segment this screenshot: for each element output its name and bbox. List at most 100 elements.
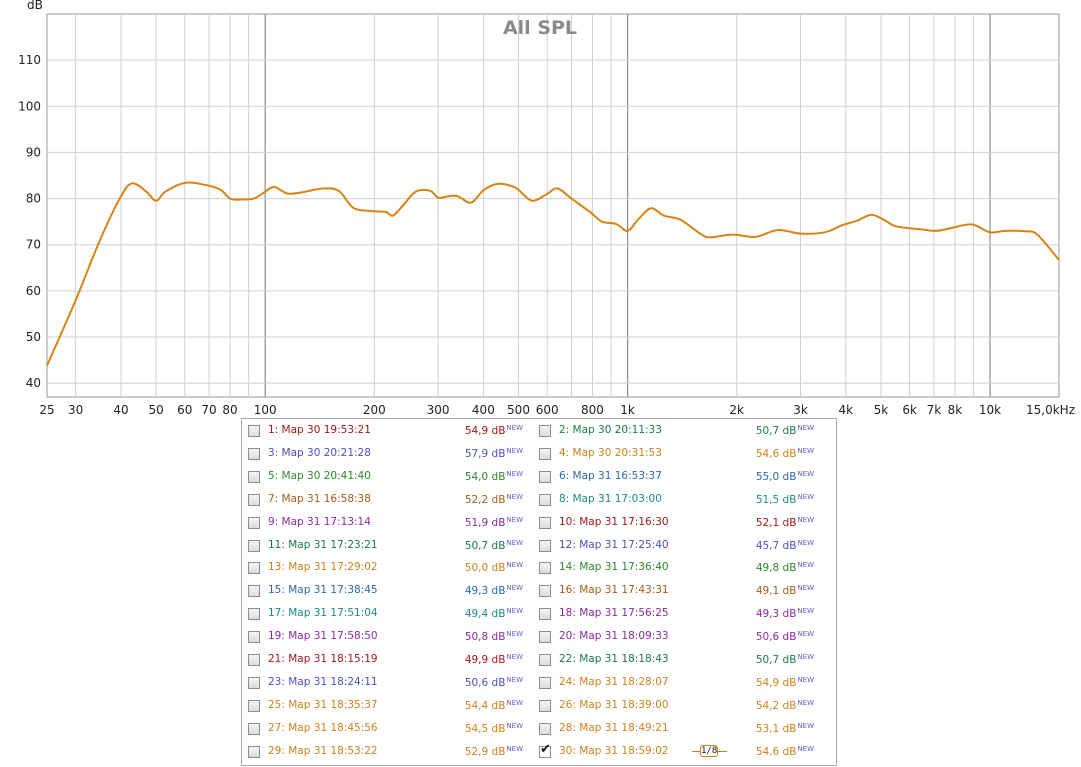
new-badge: NEW bbox=[797, 744, 814, 753]
measurement-value: 54,5 dBNEW bbox=[453, 722, 523, 735]
measurement-label[interactable]: 19: Мар 31 17:58:50 bbox=[268, 630, 378, 643]
measurement-value: 50,6 dBNEW bbox=[453, 676, 523, 689]
measurement-value: 54,6 dBNEW bbox=[744, 447, 814, 460]
measurement-checkbox[interactable] bbox=[248, 745, 260, 758]
measurement-value: 54,4 dBNEW bbox=[453, 699, 523, 712]
new-badge: NEW bbox=[797, 492, 814, 501]
measurement-checkbox[interactable] bbox=[248, 447, 260, 460]
x-tick-label: 70 bbox=[201, 403, 216, 417]
measurement-checkbox[interactable] bbox=[248, 539, 260, 552]
measurement-label[interactable]: 6: Мар 31 16:53:37 bbox=[559, 469, 662, 482]
x-tick-label: 7k bbox=[927, 403, 942, 417]
measurement-value: 54,9 dBNEW bbox=[744, 676, 814, 689]
measurement-checkbox[interactable] bbox=[539, 654, 551, 666]
measurement-checkbox[interactable] bbox=[539, 699, 551, 712]
measurement-checkbox[interactable] bbox=[248, 562, 260, 575]
y-tick-label: 110 bbox=[18, 53, 41, 67]
measurement-checkbox[interactable] bbox=[539, 470, 551, 483]
measurement-level: 54,4 dB bbox=[464, 699, 506, 712]
measurement-label[interactable]: 9: Мар 31 17:13:14 bbox=[268, 515, 371, 528]
measurement-label[interactable]: 5: Мар 30 20:41:40 bbox=[268, 469, 371, 482]
measurement-checkbox[interactable] bbox=[539, 631, 551, 644]
measurement-checkbox[interactable] bbox=[539, 585, 551, 598]
measurement-label[interactable]: 3: Мар 30 20:21:28 bbox=[268, 446, 371, 459]
measurement-value: 45,7 dBNEW bbox=[744, 539, 814, 552]
x-tick-label: 3k bbox=[793, 403, 808, 417]
measurement-checkbox[interactable] bbox=[248, 722, 260, 735]
measurement-label[interactable]: 30: Мар 31 18:59:02 bbox=[559, 744, 669, 757]
y-tick-label: 60 bbox=[26, 284, 41, 298]
measurement-level: 50,6 dB bbox=[464, 676, 506, 689]
measurement-label[interactable]: 26: Мар 31 18:39:00 bbox=[559, 698, 669, 711]
measurement-label[interactable]: 10: Мар 31 17:16:30 bbox=[559, 515, 669, 528]
legend-row: 5: Мар 30 20:41:40 54,0 dBNEW bbox=[248, 466, 538, 488]
measurement-checkbox[interactable] bbox=[539, 676, 551, 689]
measurement-checkbox[interactable] bbox=[248, 425, 260, 437]
measurement-label[interactable]: 14: Мар 31 17:36:40 bbox=[559, 561, 669, 574]
measurement-label[interactable]: 27: Мар 31 18:45:56 bbox=[268, 721, 378, 734]
measurement-checkbox[interactable] bbox=[539, 539, 551, 552]
measurement-checkbox[interactable] bbox=[539, 562, 551, 575]
measurement-checkbox[interactable] bbox=[248, 608, 260, 621]
measurement-checkbox[interactable] bbox=[539, 447, 551, 460]
y-axis-label: dB bbox=[27, 0, 43, 12]
measurement-value: 49,8 dBNEW bbox=[744, 561, 814, 574]
measurement-level: 54,9 dB bbox=[464, 425, 506, 437]
measurement-label[interactable]: 28: Мар 31 18:49:21 bbox=[559, 721, 669, 734]
measurement-label[interactable]: 23: Мар 31 18:24:11 bbox=[268, 675, 378, 688]
legend-row: 2: Мар 30 20:11:33 50,7 dBNEW bbox=[539, 420, 829, 442]
measurement-checkbox[interactable] bbox=[248, 676, 260, 689]
measurement-checkbox[interactable] bbox=[248, 699, 260, 712]
measurement-checkbox[interactable] bbox=[248, 470, 260, 483]
legend-row: 29: Мар 31 18:53:22 52,9 dBNEW bbox=[248, 741, 538, 763]
measurement-label[interactable]: 11: Мар 31 17:23:21 bbox=[268, 538, 378, 551]
measurement-label[interactable]: 22: Мар 31 18:18:43 bbox=[559, 653, 669, 665]
measurement-level: 49,4 dB bbox=[464, 608, 506, 621]
measurement-label[interactable]: 12: Мар 31 17:25:40 bbox=[559, 538, 669, 551]
measurement-checkbox[interactable] bbox=[248, 654, 260, 666]
grid-lines bbox=[47, 14, 1059, 397]
measurement-label[interactable]: 17: Мар 31 17:51:04 bbox=[268, 607, 378, 620]
measurement-label[interactable]: 7: Мар 31 16:58:38 bbox=[268, 492, 371, 505]
measurement-label[interactable]: 24: Мар 31 18:28:07 bbox=[559, 675, 669, 688]
series-layer bbox=[46, 181, 1060, 367]
new-badge: NEW bbox=[506, 653, 523, 661]
measurement-checkbox[interactable] bbox=[539, 608, 551, 621]
measurement-value: 50,6 dBNEW bbox=[744, 630, 814, 643]
measurement-checkbox[interactable] bbox=[248, 631, 260, 644]
legend-row: 4: Мар 30 20:31:53 54,6 dBNEW bbox=[539, 443, 829, 465]
measurement-value: 51,5 dBNEW bbox=[744, 493, 814, 506]
checkmark-icon: ✔ bbox=[540, 741, 551, 757]
new-badge: NEW bbox=[797, 446, 814, 455]
measurement-checkbox[interactable] bbox=[539, 493, 551, 506]
measurement-checkbox[interactable] bbox=[539, 516, 551, 529]
measurement-label[interactable]: 15: Мар 31 17:38:45 bbox=[268, 584, 378, 597]
measurement-checkbox[interactable] bbox=[539, 425, 551, 437]
measurement-label[interactable]: 21: Мар 31 18:15:19 bbox=[268, 653, 378, 665]
smoothing-indicator-icon[interactable]: 1/8 bbox=[692, 744, 728, 758]
measurement-label[interactable]: 13: Мар 31 17:29:02 bbox=[268, 561, 378, 574]
new-badge: NEW bbox=[797, 607, 814, 616]
measurement-label[interactable]: 29: Мар 31 18:53:22 bbox=[268, 744, 378, 757]
measurement-value: 50,7 dBNEW bbox=[453, 539, 523, 552]
new-badge: NEW bbox=[506, 424, 523, 432]
measurement-label[interactable]: 4: Мар 30 20:31:53 bbox=[559, 446, 662, 459]
measurement-label[interactable]: 2: Мар 30 20:11:33 bbox=[559, 424, 662, 436]
measurement-label[interactable]: 20: Мар 31 18:09:33 bbox=[559, 630, 669, 643]
legend-row: 14: Мар 31 17:36:40 49,8 dBNEW bbox=[539, 557, 829, 579]
measurement-checkbox[interactable] bbox=[248, 493, 260, 506]
measurement-label[interactable]: 25: Мар 31 18:35:37 bbox=[268, 698, 378, 711]
measurement-label[interactable]: 8: Мар 31 17:03:00 bbox=[559, 492, 662, 505]
measurement-checkbox[interactable] bbox=[248, 516, 260, 529]
new-badge: NEW bbox=[797, 721, 814, 730]
measurement-level: 49,8 dB bbox=[755, 562, 797, 575]
measurement-level: 50,6 dB bbox=[755, 631, 797, 644]
measurement-checkbox[interactable]: ✔ bbox=[539, 741, 551, 758]
measurement-label[interactable]: 1: Мар 30 19:53:21 bbox=[268, 424, 371, 436]
measurement-checkbox[interactable] bbox=[539, 722, 551, 735]
legend-row: 24: Мар 31 18:28:07 54,9 dBNEW bbox=[539, 672, 829, 694]
measurement-label[interactable]: 16: Мар 31 17:43:31 bbox=[559, 584, 669, 597]
x-axis-ticks: 25 30 40 50 60 70 80 100 200 300 400 500 600 800 1k 2k 3… bbox=[39, 403, 1075, 417]
measurement-checkbox[interactable] bbox=[248, 585, 260, 598]
measurement-label[interactable]: 18: Мар 31 17:56:25 bbox=[559, 607, 669, 620]
